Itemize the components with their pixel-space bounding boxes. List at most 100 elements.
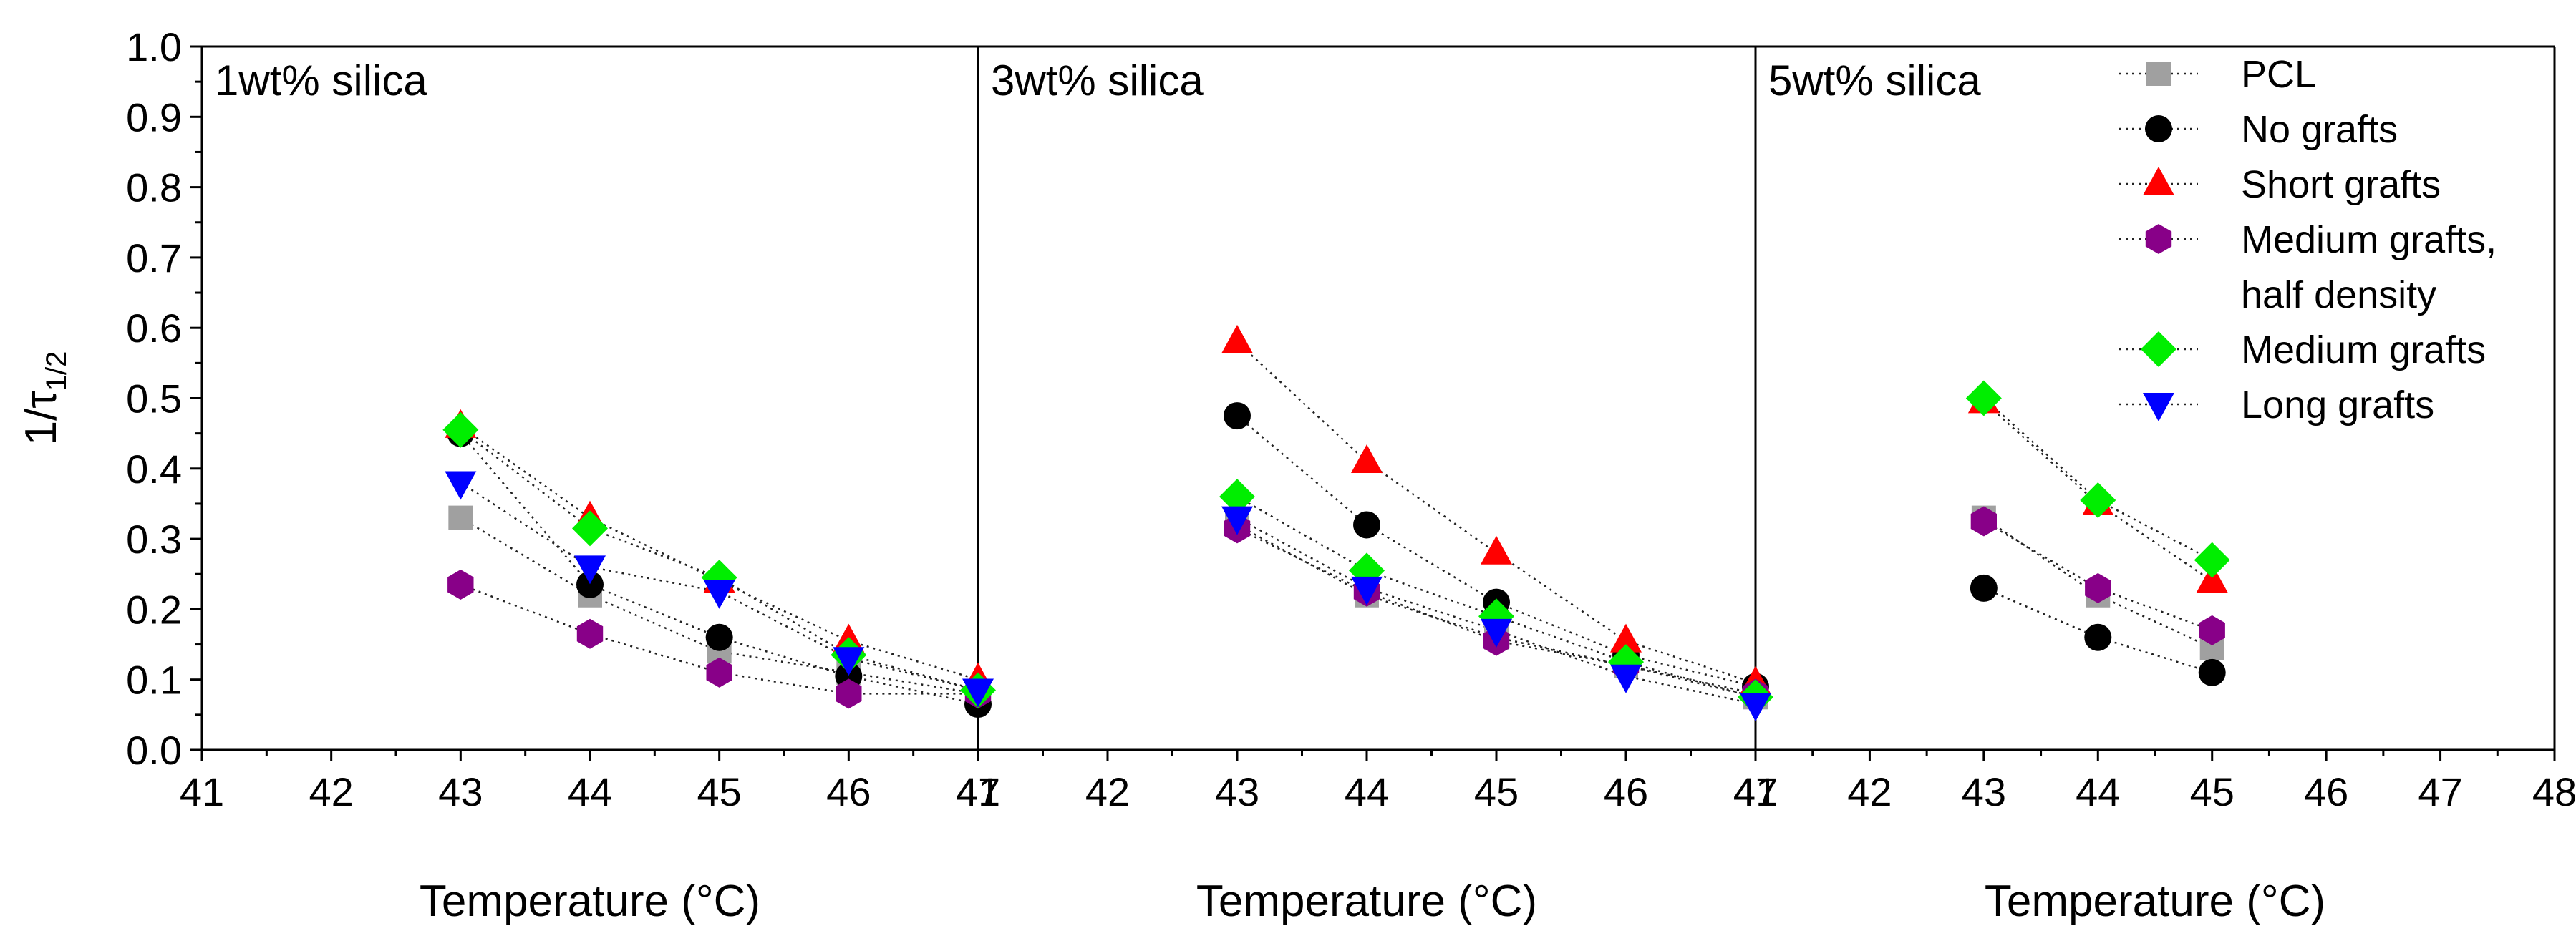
fit-line-short-grafts	[1236, 341, 1756, 684]
legend-label: Medium grafts,	[2241, 218, 2497, 261]
point-no-grafts	[576, 570, 604, 598]
fit-line-medium-grafts-half-density	[1236, 527, 1756, 695]
x-tick-label: 43	[1215, 769, 1259, 814]
point-long-grafts	[703, 580, 735, 609]
x-tick-label: 44	[1345, 769, 1389, 814]
legend-label: Long grafts	[2241, 384, 2434, 426]
x-tick-label: 43	[438, 769, 483, 814]
point-medium-grafts	[2194, 542, 2230, 578]
x-tick-label: 42	[1847, 769, 1892, 814]
point-medium-grafts	[2080, 482, 2116, 519]
point-long-grafts	[1351, 576, 1383, 605]
point-medium-grafts	[1965, 380, 2002, 416]
y-tick-label: 0.4	[126, 447, 182, 492]
x-axis-title: Temperature (°C)	[1985, 877, 2325, 926]
x-tick-label: 45	[697, 769, 742, 814]
point-medium-grafts-half-density	[2085, 572, 2111, 603]
x-tick-label: 46	[2304, 769, 2348, 814]
fit-line-medium-grafts-half-density	[1983, 520, 2213, 632]
x-tick-label: 43	[1962, 769, 2006, 814]
point-long-grafts	[1481, 618, 1512, 648]
panel-label: 3wt% silica	[991, 57, 1204, 104]
y-tick-label: 0.8	[126, 165, 182, 210]
point-medium-grafts-half-density	[836, 678, 862, 709]
point-short-grafts	[1221, 324, 1253, 353]
point-medium-grafts-half-density	[447, 570, 474, 600]
y-axis-title: 1/τ1/2	[16, 351, 72, 446]
point-medium-grafts-half-density	[1970, 506, 1997, 537]
fit-line-short-grafts	[460, 425, 979, 681]
point-long-grafts	[445, 471, 477, 500]
point-medium-grafts	[572, 510, 608, 547]
axes: 0.00.10.20.30.40.50.60.70.80.91.01/τ1/21…	[16, 24, 2576, 926]
point-short-grafts	[1481, 535, 1512, 565]
y-tick-label: 1.0	[126, 24, 182, 69]
x-tick-label: 46	[826, 769, 871, 814]
point-short-grafts	[2196, 564, 2228, 593]
point-no-grafts	[1353, 511, 1380, 539]
point-long-grafts	[962, 678, 994, 708]
y-tick-label: 0.0	[126, 728, 182, 773]
fit-line-short-grafts	[1983, 401, 2213, 582]
y-axis-title-main: 1/τ	[16, 391, 66, 445]
point-medium-grafts-half-density	[576, 618, 604, 649]
x-tick-label: 48	[2532, 769, 2576, 814]
legend-label: Medium grafts	[2241, 328, 2486, 371]
panel-label: 1wt% silica	[215, 57, 427, 104]
y-tick-label: 0.1	[126, 658, 182, 703]
y-axis-title-subscript: 1/2	[41, 351, 72, 391]
y-tick-label: 0.9	[126, 94, 182, 140]
point-medium-grafts-half-density	[2199, 615, 2225, 645]
point-medium-grafts	[442, 411, 479, 448]
point-medium-grafts-half-density	[706, 657, 732, 688]
legend-label: half density	[2241, 273, 2436, 316]
x-tick-label: 41	[180, 769, 224, 814]
legend: PCL No grafts Short grafts Medium grafts, ha…	[2119, 53, 2497, 426]
fit-line-medium-grafts	[1983, 397, 2213, 561]
x-tick-label: 42	[1085, 769, 1130, 814]
x-tick-label: 44	[568, 769, 612, 814]
point-long-grafts	[1610, 664, 1642, 693]
legend-label: Short grafts	[2241, 163, 2441, 206]
point-long-grafts	[1221, 506, 1253, 535]
point-no-grafts	[1224, 402, 1251, 430]
point-pcl	[448, 505, 473, 530]
x-tick-label: 45	[2190, 769, 2234, 814]
y-tick-label: 0.6	[126, 306, 182, 351]
point-short-grafts	[1351, 444, 1383, 473]
point-long-grafts	[833, 647, 865, 676]
panel-label: 5wt% silica	[1768, 57, 1981, 104]
x-tick-label: 47	[956, 769, 1000, 814]
y-tick-label: 0.3	[126, 517, 182, 562]
fit-line-medium-grafts	[460, 429, 979, 691]
x-tick-label: 45	[1474, 769, 1519, 814]
legend-marker-medium-grafts	[2145, 224, 2172, 254]
fit-line-pcl	[1983, 517, 2213, 649]
point-long-grafts	[1740, 693, 1771, 722]
legend-marker-medium-grafts	[2141, 331, 2176, 367]
legend-marker-no-grafts	[2145, 115, 2172, 142]
point-no-grafts	[1970, 574, 1998, 602]
x-axis-title: Temperature (°C)	[420, 877, 760, 926]
x-tick-label: 41	[956, 769, 1000, 814]
x-tick-label: 41	[1733, 769, 1778, 814]
point-short-grafts	[1610, 623, 1642, 653]
x-tick-label: 47	[1733, 769, 1778, 814]
x-tick-label: 47	[2418, 769, 2462, 814]
y-tick-label: 0.5	[126, 376, 182, 421]
x-tick-label: 46	[1604, 769, 1648, 814]
legend-label: No grafts	[2241, 108, 2398, 151]
point-medium-grafts	[1219, 479, 1255, 515]
y-tick-label: 0.7	[126, 235, 182, 281]
data-markers	[442, 324, 2230, 722]
y-tick-label: 0.2	[126, 587, 182, 632]
point-no-grafts	[705, 623, 733, 651]
legend-label: PCL	[2241, 53, 2316, 96]
point-no-grafts	[2084, 623, 2112, 651]
x-tick-label: 42	[309, 769, 354, 814]
fit-line-medium-grafts-half-density	[460, 583, 978, 695]
point-long-grafts	[574, 555, 606, 585]
legend-marker-pcl	[2146, 62, 2171, 86]
x-axis-title: Temperature (°C)	[1196, 877, 1537, 926]
